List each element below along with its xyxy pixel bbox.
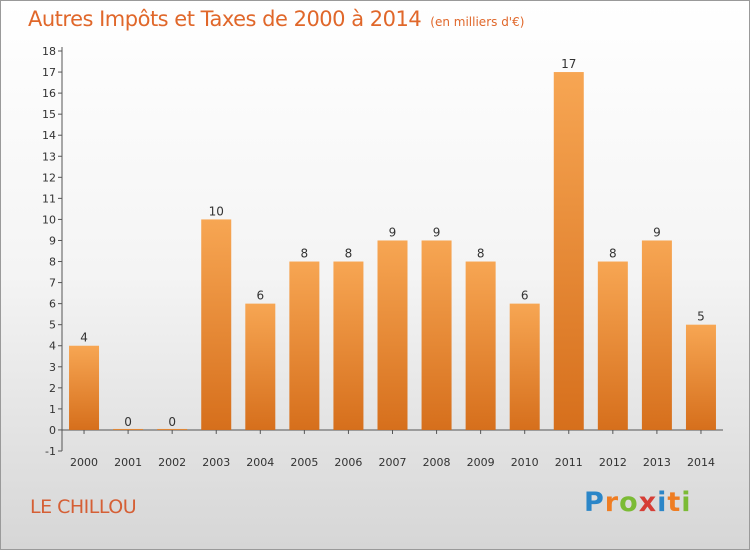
bar-value-label: 9 (653, 225, 661, 239)
bar (333, 262, 363, 430)
bar (686, 325, 716, 430)
y-tick-label: 13 (42, 150, 56, 163)
y-tick-label: 17 (42, 66, 56, 79)
bar-value-label: 0 (124, 415, 132, 429)
location-label: LE CHILLOU (30, 496, 136, 518)
bar (201, 219, 231, 430)
y-tick-label: 11 (42, 192, 56, 205)
brand-letter: r (605, 487, 619, 518)
bar-value-label: 6 (521, 289, 529, 303)
y-tick-label: 7 (49, 277, 56, 290)
y-tick-label: 1 (49, 403, 56, 416)
x-tick-label: 2004 (246, 456, 274, 469)
y-tick-label: 15 (42, 108, 56, 121)
x-tick-label: 2001 (114, 456, 142, 469)
bar-value-label: 8 (345, 247, 353, 261)
x-tick-label: 2007 (379, 456, 407, 469)
y-tick-label: 0 (49, 424, 56, 437)
x-tick-label: 2005 (290, 456, 318, 469)
y-tick-label: 8 (49, 256, 56, 269)
bar (554, 72, 584, 430)
x-tick-label: 2014 (687, 456, 715, 469)
y-tick-label: 6 (49, 298, 56, 311)
bar (642, 240, 672, 429)
bar-value-label: 8 (609, 247, 617, 261)
bar (157, 429, 187, 430)
brand-logo: Proxiti (584, 487, 692, 518)
y-tick-label: 9 (49, 234, 56, 247)
bar (289, 262, 319, 430)
bar-value-label: 6 (256, 289, 264, 303)
x-tick-label: 2012 (599, 456, 627, 469)
x-tick-label: 2003 (202, 456, 230, 469)
bar-value-label: 5 (697, 310, 705, 324)
x-tick-label: 2013 (643, 456, 671, 469)
x-tick-label: 2000 (70, 456, 98, 469)
y-tick-label: 14 (42, 129, 56, 142)
y-tick-label: 10 (42, 213, 56, 226)
y-tick-label: 16 (42, 87, 56, 100)
x-tick-label: 2008 (423, 456, 451, 469)
bar-value-label: 8 (301, 247, 309, 261)
y-tick-label: -1 (45, 445, 56, 458)
brand-letter: P (584, 487, 605, 518)
bar-value-label: 9 (389, 225, 397, 239)
y-tick-label: 4 (49, 340, 56, 353)
bar (466, 262, 496, 430)
x-tick-label: 2006 (334, 456, 362, 469)
brand-letter: i (657, 487, 667, 518)
chart-bars (69, 72, 716, 430)
x-tick-label: 2010 (511, 456, 539, 469)
bar-value-label: 4 (80, 331, 88, 345)
bar (69, 346, 99, 430)
x-tick-label: 2002 (158, 456, 186, 469)
y-tick-label: 3 (49, 361, 56, 374)
x-tick-label: 2011 (555, 456, 583, 469)
bar (510, 304, 540, 430)
y-tick-label: 18 (42, 45, 56, 58)
bar-value-label: 0 (168, 415, 176, 429)
bar-value-label: 17 (561, 57, 576, 71)
bar-value-label: 8 (477, 247, 485, 261)
bar-value-label: 10 (209, 204, 224, 218)
brand-letter: t (667, 487, 681, 518)
bar (378, 240, 408, 429)
brand-letter: i (681, 487, 691, 518)
x-tick-label: 2009 (467, 456, 495, 469)
bar (422, 240, 452, 429)
y-tick-label: 5 (49, 319, 56, 332)
bar-value-label: 9 (433, 225, 441, 239)
bar (113, 429, 143, 430)
y-tick-label: 12 (42, 171, 56, 184)
brand-letter: x (639, 487, 657, 518)
bar (245, 304, 275, 430)
bar (598, 262, 628, 430)
brand-letter: o (619, 487, 639, 518)
y-tick-label: 2 (49, 382, 56, 395)
